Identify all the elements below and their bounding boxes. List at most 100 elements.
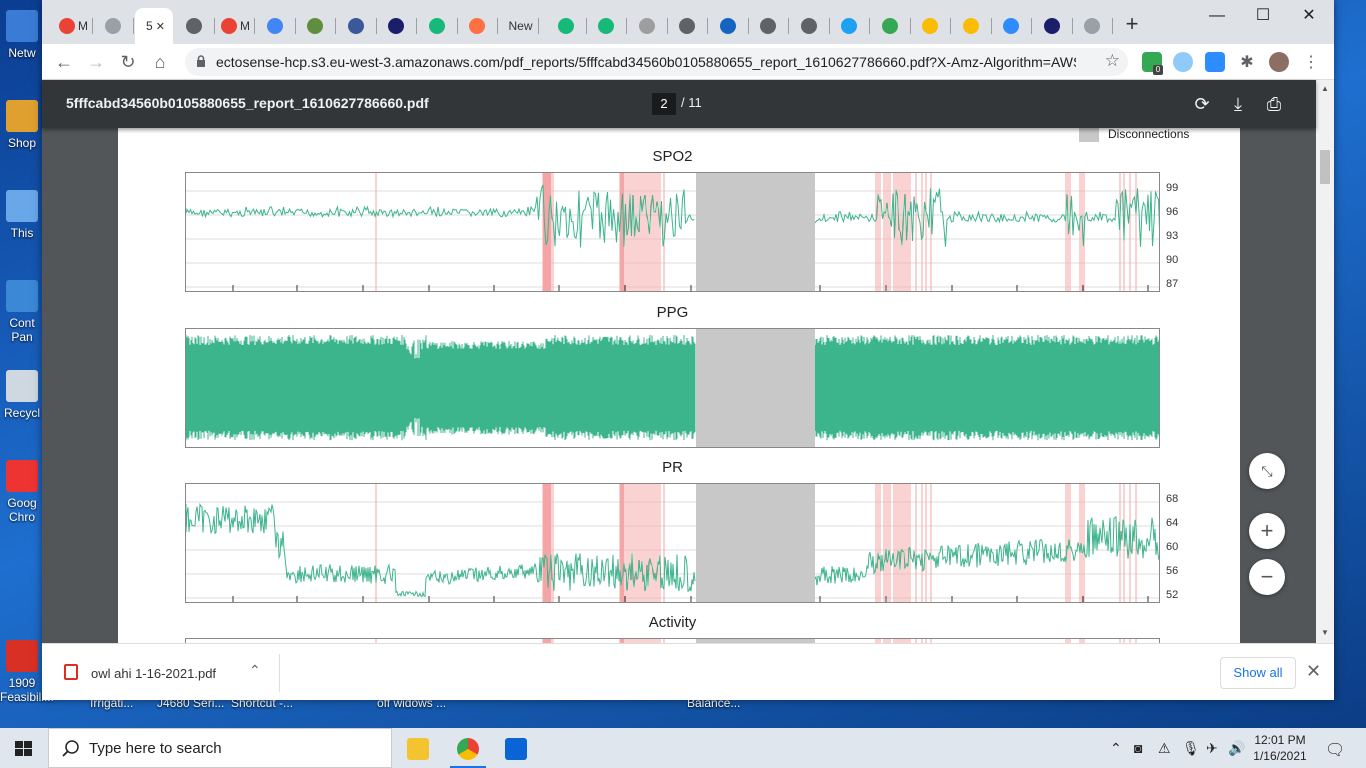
browser-tab[interactable] bbox=[791, 8, 830, 44]
browser-tab[interactable] bbox=[669, 8, 708, 44]
print-icon[interactable]: ⎙ bbox=[1266, 94, 1282, 114]
desktop-icon[interactable]: 1909 Feasibili... bbox=[0, 640, 54, 704]
tab-favicon-icon bbox=[638, 18, 655, 34]
zoom-icon[interactable] bbox=[1205, 52, 1225, 72]
tab-favicon-icon bbox=[922, 18, 938, 34]
browser-tab[interactable]: 5 ✕ bbox=[135, 8, 173, 44]
desktop-icon[interactable]: Recycl bbox=[0, 370, 44, 420]
star-icon[interactable]: ☆ bbox=[1104, 51, 1120, 70]
browser-tab[interactable] bbox=[831, 8, 870, 44]
clock[interactable]: 12:01 PM 1/16/2021 bbox=[1250, 732, 1310, 764]
new-tab-button[interactable]: + bbox=[1125, 11, 1139, 36]
notifications-icon[interactable]: 🗨 bbox=[1325, 742, 1346, 759]
close-downloads-icon[interactable]: ✕ bbox=[1306, 661, 1322, 681]
browser-tab[interactable]: New bbox=[500, 8, 539, 44]
show-all-button[interactable]: Show all bbox=[1220, 657, 1296, 689]
browser-tab[interactable] bbox=[710, 8, 749, 44]
tab-favicon-icon bbox=[469, 18, 485, 34]
download-item[interactable]: owl ahi 1-16-2021.pdf ⌃ bbox=[54, 654, 280, 692]
browser-tab[interactable] bbox=[872, 8, 911, 44]
browser-tab[interactable] bbox=[95, 8, 134, 44]
start-button[interactable] bbox=[0, 728, 48, 768]
browser-tab[interactable] bbox=[993, 8, 1032, 44]
maximize-button[interactable]: ☐ bbox=[1255, 7, 1271, 24]
chart-title: PR bbox=[662, 459, 683, 476]
browser-tab[interactable] bbox=[1034, 8, 1073, 44]
time: 12:01 PM bbox=[1254, 733, 1306, 747]
tab-separator bbox=[92, 18, 93, 34]
tab-favicon-icon bbox=[347, 18, 364, 34]
meet-icon[interactable]: ◙ bbox=[1134, 740, 1143, 756]
browser-tab[interactable] bbox=[588, 8, 627, 44]
browser-tab[interactable] bbox=[419, 8, 458, 44]
desktop-icon[interactable]: Netw bbox=[0, 10, 44, 60]
browser-tab[interactable]: M bbox=[54, 8, 93, 44]
home-button[interactable]: ⌂ bbox=[148, 50, 172, 74]
browser-tab[interactable]: M bbox=[216, 8, 255, 44]
tab-favicon-icon bbox=[962, 18, 979, 34]
browser-tab[interactable] bbox=[1074, 8, 1113, 44]
puzzle-icon[interactable]: ✱ bbox=[1240, 54, 1254, 71]
chevron-up-icon[interactable]: ⌃ bbox=[1110, 740, 1122, 756]
reload-button[interactable]: ↻ bbox=[116, 50, 140, 74]
download-filename[interactable]: owl ahi 1-16-2021.pdf bbox=[91, 666, 217, 681]
page-number-input[interactable]: 2 bbox=[652, 93, 676, 115]
plus-icon: + bbox=[1260, 518, 1274, 543]
desktop-icon[interactable]: Shop bbox=[0, 100, 44, 150]
browser-tab[interactable] bbox=[912, 8, 951, 44]
menu-icon[interactable]: ⋮ bbox=[1303, 54, 1319, 71]
forward-button[interactable]: → bbox=[84, 50, 108, 74]
browser-tab[interactable] bbox=[338, 8, 377, 44]
mail-app[interactable] bbox=[494, 732, 538, 768]
browser-tab[interactable] bbox=[257, 8, 296, 44]
rotate-icon[interactable]: ⟳ bbox=[1194, 94, 1210, 114]
desktop-icon[interactable]: Goog Chro bbox=[0, 460, 44, 524]
y-tick-label: 56 bbox=[1166, 565, 1179, 577]
browser-tab[interactable] bbox=[378, 8, 417, 44]
volume-icon[interactable]: 🔊 bbox=[1228, 740, 1246, 756]
pdf-viewport[interactable]: Disconnections SPO2 99 96 93 90 87 PPG PR 68 64 60… bbox=[42, 80, 1316, 643]
fit-page-button[interactable]: ⤡ bbox=[1249, 453, 1285, 489]
y-tick-label: 96 bbox=[1166, 206, 1179, 218]
zoom-in-button[interactable]: + bbox=[1249, 513, 1285, 549]
minimize-button[interactable]: — bbox=[1209, 7, 1225, 24]
scroll-thumb[interactable] bbox=[1320, 150, 1330, 184]
download-icon[interactable]: ⤓ bbox=[1234, 94, 1242, 114]
tab-separator bbox=[869, 18, 870, 34]
back-button[interactable]: ← bbox=[52, 50, 76, 74]
tab-separator bbox=[416, 18, 417, 34]
taskbar-search[interactable]: Type here to search bbox=[48, 728, 392, 768]
desktop-icon[interactable]: This bbox=[0, 190, 44, 240]
close-window-button[interactable]: ✕ bbox=[1302, 7, 1316, 24]
desktop-icon[interactable]: Cont Pan bbox=[0, 280, 44, 344]
browser-tab[interactable] bbox=[459, 8, 498, 44]
scroll-up-icon[interactable]: ▲ bbox=[1321, 84, 1329, 93]
scroll-down-icon[interactable]: ▼ bbox=[1321, 628, 1329, 637]
tab-favicon-icon bbox=[266, 18, 283, 34]
microphone-icon[interactable]: 🎙 bbox=[1182, 740, 1200, 756]
browser-tab[interactable] bbox=[548, 8, 587, 44]
tab-separator bbox=[747, 18, 749, 34]
date: 1/16/2021 bbox=[1253, 749, 1307, 763]
close-tab-icon[interactable]: ✕ bbox=[155, 20, 165, 33]
browser-tab[interactable] bbox=[297, 8, 336, 44]
chevron-up-icon[interactable]: ⌃ bbox=[249, 662, 261, 678]
url-text[interactable]: ectosense-hcp.s3.eu-west-3.amazonaws.com… bbox=[216, 54, 1076, 70]
file-explorer-app[interactable] bbox=[396, 732, 440, 768]
scrollbar[interactable]: ▲ ▼ bbox=[1316, 80, 1334, 643]
avatar[interactable] bbox=[1269, 52, 1289, 72]
chrome-app[interactable] bbox=[446, 732, 490, 768]
network-warning-icon[interactable]: ⚠ bbox=[1158, 740, 1171, 756]
cloud-icon[interactable] bbox=[1173, 52, 1193, 72]
browser-tab[interactable] bbox=[176, 8, 215, 44]
tab-favicon-icon bbox=[59, 18, 75, 34]
tab-separator bbox=[990, 18, 992, 34]
browser-tab[interactable] bbox=[953, 8, 992, 44]
airplane-icon[interactable]: ✈ bbox=[1206, 740, 1218, 756]
address-bar[interactable]: ectosense-hcp.s3.eu-west-3.amazonaws.com… bbox=[185, 48, 1128, 76]
browser-tab[interactable] bbox=[750, 8, 789, 44]
browser-tab[interactable] bbox=[629, 8, 668, 44]
zoom-out-button[interactable]: − bbox=[1249, 559, 1285, 595]
pdf-toolbar: 5fffcabd34560b0105880655_report_16106277… bbox=[42, 80, 1316, 128]
taskbar: Type here to search ⌃ ◙ ⚠ 🎙 ✈ 🔊 12:01 PM… bbox=[0, 728, 1366, 768]
